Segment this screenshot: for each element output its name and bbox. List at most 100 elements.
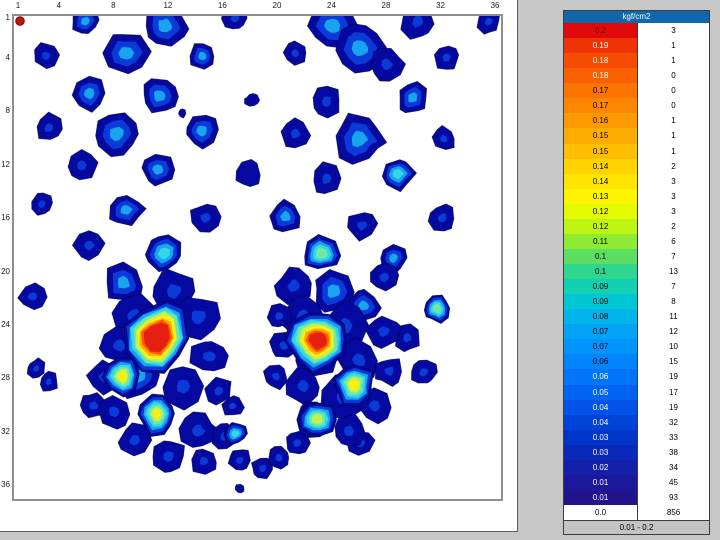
pressure-blob-ring bbox=[33, 364, 40, 372]
legend-row: 0.15 1 bbox=[564, 143, 709, 159]
legend-row: 0.01 45 bbox=[564, 474, 709, 490]
legend-count: 8 bbox=[638, 294, 709, 310]
x-tick-label: 12 bbox=[163, 1, 173, 10]
legend-count: 15 bbox=[638, 354, 709, 370]
legend-value: 0.17 bbox=[564, 83, 638, 99]
pressure-blob-ring bbox=[230, 16, 240, 23]
pressure-blob-ring bbox=[368, 400, 381, 412]
legend-value: 0.04 bbox=[564, 414, 638, 430]
pressure-blob-ring bbox=[271, 372, 280, 381]
y-tick-label: 16 bbox=[1, 213, 10, 223]
legend-unit-label: kgf/cm2 bbox=[622, 12, 651, 21]
pressure-blob-ring bbox=[45, 378, 52, 385]
pressure-blob-ring bbox=[287, 279, 300, 293]
legend-row: 0.1 7 bbox=[564, 248, 709, 264]
pressure-blob-ring bbox=[152, 164, 164, 175]
legend-count: 13 bbox=[638, 264, 709, 280]
pressure-blob-ring bbox=[117, 275, 130, 289]
legend-row: 0.05 17 bbox=[564, 384, 709, 400]
pressure-blob-ring bbox=[118, 47, 135, 60]
legend-row: 0.13 3 bbox=[564, 188, 709, 204]
legend-count: 10 bbox=[638, 339, 709, 355]
legend-row: 0.14 3 bbox=[564, 173, 709, 189]
legend-row: 0.0 856 bbox=[564, 505, 709, 521]
pressure-blob-ring bbox=[403, 332, 412, 343]
legend-row: 0.06 15 bbox=[564, 354, 709, 370]
pressure-blob-ring bbox=[290, 128, 301, 139]
cursor-marker-dot[interactable] bbox=[15, 16, 25, 26]
legend-count: 12 bbox=[638, 324, 709, 340]
legend-row: 0.14 2 bbox=[564, 158, 709, 174]
legend-row: 0.16 1 bbox=[564, 113, 709, 129]
legend-count: 0 bbox=[638, 83, 709, 99]
x-tick-label: 20 bbox=[272, 1, 282, 10]
pressure-blob-ring bbox=[358, 300, 370, 311]
legend-count: 1 bbox=[638, 143, 709, 159]
legend-value: 0.08 bbox=[564, 309, 638, 325]
pressure-blob-ring bbox=[200, 456, 209, 466]
legend-value: 0.12 bbox=[564, 203, 638, 219]
pressure-blob-ring bbox=[485, 17, 493, 26]
pressure-blob-ring bbox=[348, 379, 359, 390]
legend-row: 0.08 11 bbox=[564, 309, 709, 325]
pressure-blob-ring bbox=[412, 16, 424, 28]
pressure-blob-ring bbox=[291, 49, 299, 58]
legend-row: 0.04 32 bbox=[564, 414, 709, 430]
legend-row: 0.03 38 bbox=[564, 444, 709, 460]
legend-count: 1 bbox=[638, 128, 709, 144]
legend-value: 0.09 bbox=[564, 279, 638, 295]
legend-value: 0.05 bbox=[564, 384, 638, 400]
legend-value: 0.16 bbox=[564, 113, 638, 129]
pressure-blob-ring bbox=[235, 158, 261, 188]
legend-row: 0.09 8 bbox=[564, 294, 709, 310]
pressure-blob-ring bbox=[400, 16, 435, 40]
pressure-blob-ring bbox=[191, 310, 206, 325]
legend-value: 0.2 bbox=[564, 23, 638, 39]
pressure-map-frame bbox=[12, 14, 503, 501]
legend-count: 1 bbox=[638, 113, 709, 129]
pressure-blob-ring bbox=[229, 402, 237, 409]
pressure-blob-ring bbox=[176, 379, 191, 394]
pressure-blob-ring bbox=[220, 16, 248, 30]
report-page: 1 4 8 12 16 20 24 28 32 36 1 4 8 12 16 20 24 28 32 36 bbox=[0, 0, 518, 532]
legend-count: 11 bbox=[638, 309, 709, 325]
legend-count: 1 bbox=[638, 53, 709, 69]
legend-row: 0.18 1 bbox=[564, 53, 709, 69]
pressure-blob-ring bbox=[120, 205, 133, 215]
y-tick-label: 24 bbox=[1, 320, 10, 330]
pressure-blob-ring bbox=[344, 425, 355, 436]
pressure-blob-ring bbox=[167, 283, 182, 299]
pressure-blob-ring bbox=[297, 380, 309, 393]
pressure-blob-ring bbox=[377, 326, 391, 337]
legend-count: 19 bbox=[638, 399, 709, 415]
legend-row: 0.02 34 bbox=[564, 459, 709, 475]
legend-row: 0.19 1 bbox=[564, 38, 709, 54]
legend-value: 0.13 bbox=[564, 188, 638, 204]
legend-count: 1 bbox=[638, 38, 709, 54]
pressure-blob-ring bbox=[234, 483, 245, 494]
legend-count: 7 bbox=[638, 248, 709, 264]
legend-count: 0 bbox=[638, 68, 709, 84]
pressure-map-canvas[interactable] bbox=[14, 16, 501, 499]
pressure-blob-ring bbox=[311, 414, 323, 425]
legend-count: 7 bbox=[638, 279, 709, 295]
legend-value: 0.17 bbox=[564, 98, 638, 114]
legend-value: 0.02 bbox=[564, 459, 638, 475]
legend-value: 0.15 bbox=[564, 128, 638, 144]
legend-row: 0.09 7 bbox=[564, 279, 709, 295]
legend-row: 0.06 19 bbox=[564, 369, 709, 385]
legend-value: 0.14 bbox=[564, 173, 638, 189]
pressure-blob-ring bbox=[157, 247, 170, 260]
pressure-blob-ring bbox=[259, 465, 266, 472]
legend-count: 3 bbox=[638, 203, 709, 219]
legend-count: 38 bbox=[638, 444, 709, 460]
pressure-blob-ring bbox=[129, 434, 141, 446]
pressure-blob-ring bbox=[200, 213, 211, 223]
legend-scale: 0.2 3 0.19 1 0.18 1 0.18 0 0.17 0 0.17 0 0.16 1 0.15 1 0… bbox=[564, 23, 709, 521]
pressure-blob-ring bbox=[432, 303, 442, 314]
legend-value: 0.19 bbox=[564, 38, 638, 54]
pressure-blob-ring bbox=[84, 240, 95, 251]
legend-range-label: 0.01 - 0.2 bbox=[564, 520, 709, 534]
pressure-blob-ring bbox=[357, 221, 368, 231]
